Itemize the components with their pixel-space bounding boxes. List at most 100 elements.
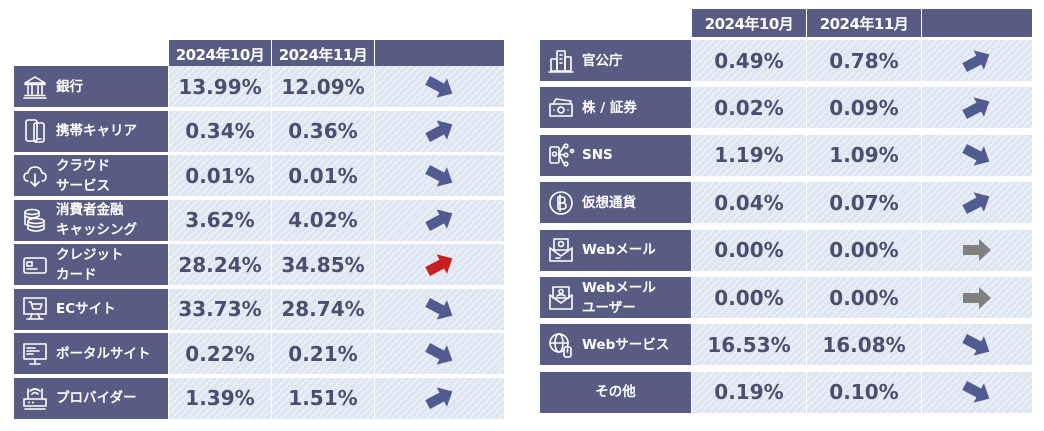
row-label: プロバイダー — [14, 377, 168, 419]
right-table: 2024年10月 2024年11月官公庁 0.49% 0.78% 株 / 証券 0.02%… — [540, 9, 1033, 422]
trend-arrow-down — [374, 288, 504, 330]
coins-icon — [14, 206, 56, 234]
value-cell-oct: 0.02% — [691, 87, 806, 129]
value-cell-nov: 0.36% — [271, 110, 374, 152]
table-row: プロバイダー 1.39% 1.51% — [14, 377, 504, 419]
monitor-icon — [14, 340, 56, 368]
row-label: クラウド サービス — [14, 155, 168, 196]
cloud-icon — [14, 162, 56, 190]
value-cell-oct: 0.00% — [691, 277, 806, 318]
value-cell-nov: 0.00% — [806, 277, 921, 318]
arrow-flat-icon — [963, 239, 991, 262]
social-network-icon — [540, 141, 582, 169]
row-label: Webメール — [540, 229, 691, 271]
value-cell-nov: 16.08% — [806, 324, 921, 366]
table-row: Webメール ユーザー 0.00% 0.00% — [540, 277, 1032, 318]
trend-arrow-up — [374, 199, 504, 241]
value-cell-oct: 3.62% — [168, 199, 271, 241]
credit-card-icon — [14, 251, 56, 279]
row-label-text: 仮想通貨 — [582, 194, 636, 211]
arrow-flat-icon — [963, 286, 991, 309]
table-row: 消費者金融キャッシング 3.62% 4.02% — [14, 199, 504, 241]
value-cell-oct: 0.01% — [168, 155, 271, 196]
arrow-up-icon — [424, 253, 452, 276]
row-label-text: Webサービス — [582, 336, 670, 353]
value-cell-nov: 28.74% — [271, 288, 374, 330]
webmail-icon — [540, 236, 582, 264]
table-row: Webサービス 16.53% 16.08% — [540, 324, 1032, 366]
table-row: 官公庁 0.49% 0.78% — [540, 40, 1032, 81]
arrow-up-icon — [962, 49, 990, 72]
arrow-down-icon — [962, 333, 990, 356]
trend-arrow-up — [921, 182, 1032, 224]
value-cell-oct: 33.73% — [168, 288, 271, 330]
row-label-text: サービス — [56, 177, 110, 194]
arrow-up-icon — [424, 120, 452, 142]
value-cell-oct: 0.49% — [691, 40, 806, 81]
trend-arrow-down — [374, 333, 504, 374]
trend-arrow-down — [374, 66, 504, 107]
row-label: その他 — [540, 371, 691, 413]
trend-arrow-up — [921, 87, 1032, 129]
value-cell-nov: 0.10% — [806, 371, 921, 413]
value-cell-oct: 0.00% — [691, 229, 806, 271]
column-header-oct: 2024年10月 — [691, 9, 806, 37]
row-label-text: キャッシング — [56, 222, 137, 238]
row-label: クレジット カード — [14, 244, 168, 285]
trend-arrow-up — [921, 40, 1032, 81]
mail-user-icon — [540, 284, 582, 312]
value-cell-oct: 0.04% — [691, 182, 806, 224]
value-cell-nov: 0.07% — [806, 182, 921, 224]
value-cell-nov: 4.02% — [271, 199, 374, 241]
value-cell-oct: 13.99% — [168, 66, 271, 107]
row-label-text: SNS — [582, 147, 613, 164]
trend-arrow-up — [374, 377, 504, 419]
arrow-down-icon — [424, 298, 452, 320]
value-cell-nov: 34.85% — [271, 244, 374, 285]
trend-arrow-up — [374, 244, 504, 285]
value-cell-nov: 0.21% — [271, 333, 374, 374]
arrow-up-icon — [424, 387, 452, 409]
row-label-text: 消費者金融 — [56, 202, 124, 218]
row-label-text: 株 / 証券 — [582, 99, 637, 116]
value-cell-nov: 0.78% — [806, 40, 921, 81]
column-header-trend — [374, 40, 504, 68]
column-header-oct: 2024年10月 — [168, 40, 271, 68]
router-icon — [14, 384, 56, 412]
row-label: 銀行 — [14, 66, 168, 107]
row-label-text: 銀行 — [56, 78, 83, 95]
arrow-up-icon — [962, 192, 990, 214]
trend-arrow-down — [921, 371, 1032, 413]
row-label-text: クラウド — [56, 157, 110, 174]
value-cell-oct: 1.39% — [168, 377, 271, 419]
row-label-text: ユーザー — [582, 299, 636, 316]
trend-arrow-down — [921, 324, 1032, 366]
table-row: クレジット カード 28.24% 34.85% — [14, 244, 504, 285]
row-label-text: クレジット — [56, 246, 124, 263]
row-label-text: 携帯キャリア — [56, 123, 137, 139]
row-label-text: カード — [56, 266, 97, 283]
row-label: 仮想通貨 — [540, 182, 691, 224]
row-label-text: Webメール — [582, 242, 656, 259]
value-cell-oct: 0.34% — [168, 110, 271, 152]
bank-icon — [14, 73, 56, 101]
table-row: 株 / 証券 0.02% 0.09% — [540, 87, 1032, 129]
table-row: ECサイト 33.73% 28.74% — [14, 288, 504, 330]
row-label-text: その他 — [595, 384, 636, 401]
table-row: SNS 1.19% 1.09% — [540, 134, 1032, 176]
arrow-down-icon — [962, 381, 990, 403]
arrow-down-icon — [424, 164, 452, 187]
value-cell-nov: 0.01% — [271, 155, 374, 196]
row-label-text: 官公庁 — [582, 52, 623, 69]
arrow-down-icon — [424, 75, 452, 98]
trend-arrow-down — [374, 155, 504, 196]
arrow-down-icon — [962, 144, 990, 166]
value-cell-nov: 1.09% — [806, 134, 921, 176]
column-header-nov: 2024年11月 — [806, 9, 921, 37]
table-row: Webメール 0.00% 0.00% — [540, 229, 1032, 271]
web-service-icon — [540, 331, 582, 359]
government-building-icon — [540, 47, 582, 75]
row-label: Webサービス — [540, 324, 691, 366]
arrow-down-icon — [424, 342, 452, 365]
banknote-icon — [540, 94, 582, 122]
